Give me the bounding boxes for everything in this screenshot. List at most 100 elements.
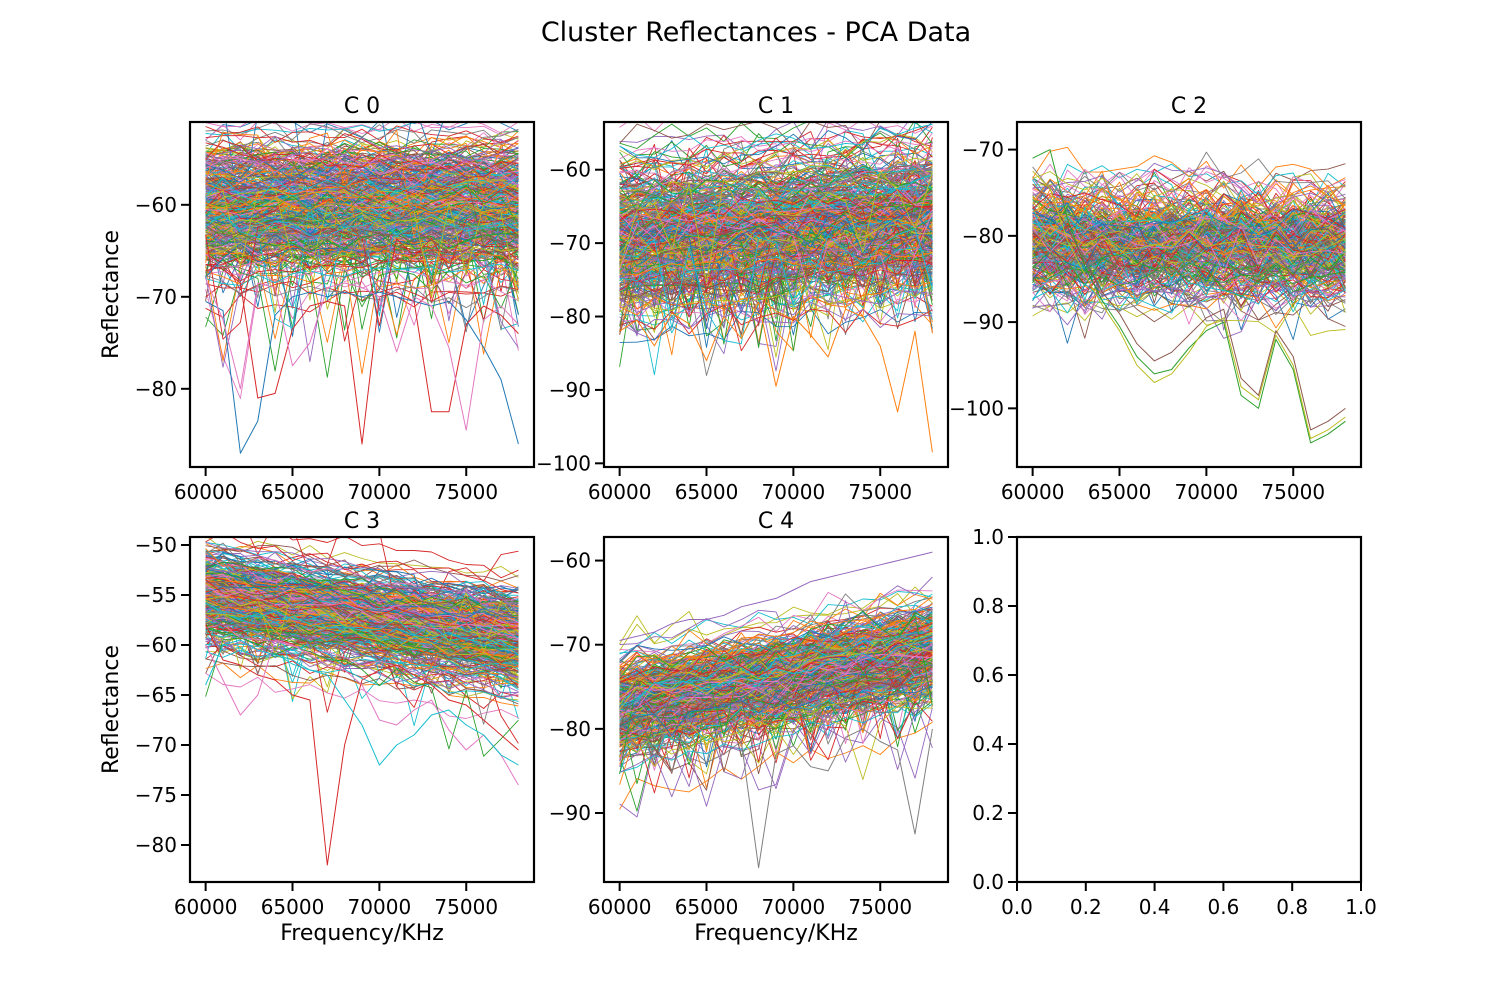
series-line: [1032, 277, 1346, 339]
series-line: [619, 199, 933, 251]
series-line: [619, 236, 933, 278]
series-line: [205, 184, 519, 226]
series-line: [1032, 248, 1346, 287]
series-line: [205, 596, 519, 659]
y-tick-label: −90: [549, 801, 591, 825]
series-lines: [205, 537, 519, 866]
series-line: [619, 206, 933, 295]
series-line: [619, 134, 933, 177]
y-tick-label: −60: [135, 633, 177, 657]
series-line: [619, 146, 933, 185]
series-line: [205, 133, 519, 155]
x-tick-label: 75000: [434, 480, 498, 504]
series-line: [1032, 228, 1346, 284]
series-line: [205, 621, 519, 652]
series-line: [619, 615, 933, 677]
series-line: [619, 140, 933, 180]
series-line: [1032, 211, 1346, 250]
y-tick-label: −80: [135, 833, 177, 857]
series-line: [619, 656, 933, 740]
series-line: [205, 639, 519, 694]
series-line: [619, 630, 933, 694]
series-line: [1032, 203, 1346, 242]
x-tick-label: 0.4: [1139, 895, 1171, 919]
series-line: [619, 122, 933, 150]
series-line: [619, 179, 933, 310]
series-line: [205, 557, 519, 606]
series-line: [205, 215, 519, 247]
series-line: [619, 173, 933, 204]
series-line: [1032, 168, 1346, 222]
series-line: [1032, 191, 1346, 238]
series-line: [619, 679, 933, 747]
series-line: [619, 646, 933, 716]
series-line: [205, 174, 519, 199]
series-line: [205, 605, 519, 655]
series-line: [619, 642, 933, 711]
subplot-title: C 0: [344, 94, 380, 119]
series-line: [619, 638, 933, 707]
axes-frame: [188, 535, 536, 884]
series-line: [205, 122, 519, 146]
series-line: [1032, 208, 1346, 253]
series-line: [205, 561, 519, 610]
x-tick-label: 65000: [675, 480, 739, 504]
series-line: [619, 187, 933, 310]
series-line: [1032, 214, 1346, 252]
series-line: [205, 228, 519, 254]
series-line: [619, 596, 933, 669]
series-line: [205, 577, 519, 620]
series-line: [1032, 179, 1346, 232]
series-line: [619, 213, 933, 305]
series-line: [205, 195, 519, 223]
series-line: [619, 281, 933, 313]
series-line: [205, 147, 519, 174]
series-line: [1032, 251, 1346, 288]
series-line: [619, 206, 933, 246]
series-line: [205, 622, 519, 664]
series-line: [619, 157, 933, 205]
series-line: [619, 247, 933, 282]
series-line: [205, 259, 519, 378]
series-line: [1032, 171, 1346, 215]
figure-title: Cluster Reflectances - PCA Data: [541, 17, 971, 48]
series-line: [619, 700, 933, 794]
series-lines: [619, 551, 933, 869]
subplot-title: C 1: [758, 94, 794, 119]
series-line: [619, 634, 933, 712]
series-line: [1032, 208, 1346, 257]
series-line: [205, 608, 519, 661]
series-line: [619, 133, 933, 171]
series-line: [205, 551, 519, 608]
series-line: [205, 245, 519, 282]
series-line: [205, 213, 519, 244]
series-line: [1032, 229, 1346, 270]
y-tick-label: −80: [962, 224, 1004, 248]
series-line: [619, 623, 933, 683]
series-line: [1032, 268, 1346, 325]
x-tick-label: 65000: [261, 895, 325, 919]
axes-frame: [188, 120, 536, 469]
series-line: [205, 624, 519, 699]
series-line: [205, 575, 519, 625]
series-line: [619, 179, 933, 212]
series-line: [1032, 162, 1346, 205]
series-line: [205, 264, 519, 445]
series-line: [1032, 181, 1346, 223]
series-line: [619, 639, 933, 698]
series-line: [205, 537, 519, 594]
series-line: [619, 195, 933, 289]
series-line: [205, 629, 519, 701]
series-line: [205, 153, 519, 181]
y-tick-label: −80: [549, 305, 591, 329]
series-line: [619, 678, 933, 743]
subplot-1: 60000 65000 70000 75000 −60 −70 −80 −90 −100 C 1: [536, 94, 950, 504]
y-tick-label: −70: [135, 733, 177, 757]
series-line: [205, 584, 519, 641]
series-line: [619, 696, 933, 807]
series-line: [205, 567, 519, 614]
series-line: [619, 196, 933, 226]
series-line: [619, 212, 933, 255]
series-line: [205, 629, 519, 684]
x-tick-label: 70000: [1175, 480, 1239, 504]
